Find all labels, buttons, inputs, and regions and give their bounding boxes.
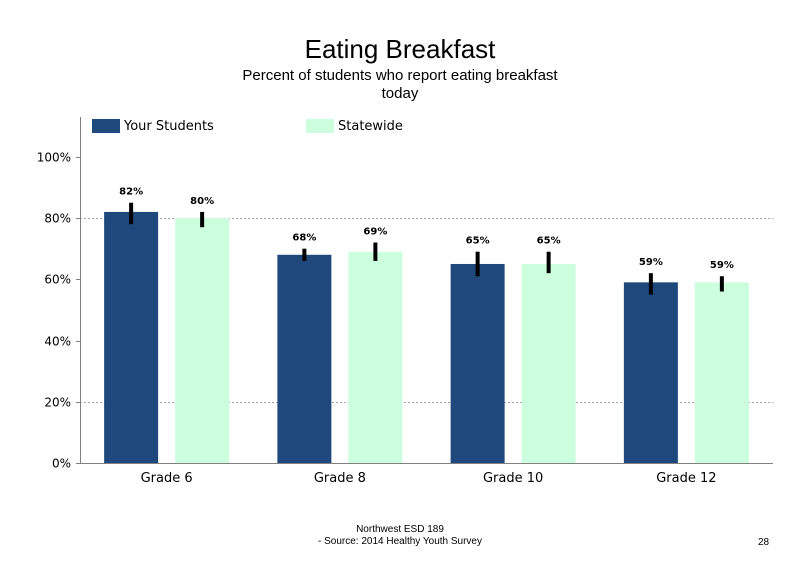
- x-tick-label: Grade 12: [656, 471, 716, 486]
- y-tick-label: 80%: [44, 212, 71, 226]
- x-tick-label: Grade 6: [141, 471, 193, 486]
- x-tick-label: Grade 8: [314, 471, 366, 486]
- chart-title: Eating Breakfast: [304, 34, 496, 64]
- data-label-statewide: 65%: [537, 236, 561, 247]
- chart-subtitle: Percent of students who report eating br…: [0, 67, 800, 103]
- data-label-statewide: 59%: [710, 260, 734, 271]
- chart-subtitle-line-2: today: [381, 85, 419, 102]
- data-label-your-students: 65%: [466, 236, 490, 247]
- bar-statewide: [175, 218, 230, 463]
- x-tick-label: Grade 10: [483, 471, 543, 486]
- bar-your-students: [450, 263, 505, 463]
- bar-statewide: [521, 263, 576, 463]
- y-tick-label: 20%: [44, 396, 71, 410]
- data-label-statewide: 80%: [190, 196, 214, 207]
- bar-statewide: [348, 251, 403, 463]
- footer-line-1: Northwest ESD 189: [356, 524, 444, 535]
- data-label-your-students: 68%: [292, 233, 316, 244]
- bar-your-students: [104, 211, 159, 463]
- legend-item-your-students: Your Students: [92, 118, 214, 134]
- legend-swatch-your-students: [92, 119, 120, 133]
- page-number: 28: [758, 537, 770, 548]
- legend-label-statewide: Statewide: [338, 118, 403, 134]
- y-tick-label: 100%: [37, 151, 71, 165]
- footer-line-2: - Source: 2014 Healthy Youth Survey: [318, 536, 482, 547]
- data-label-statewide: 69%: [363, 227, 387, 238]
- y-tick-label: 0%: [52, 457, 71, 471]
- chart-subtitle-line-1: Percent of students who report eating br…: [242, 67, 558, 84]
- bar-your-students: [277, 254, 332, 463]
- legend-item-statewide: Statewide: [306, 118, 403, 134]
- bar-your-students: [623, 282, 678, 463]
- data-label-your-students: 59%: [639, 257, 663, 268]
- y-tick-label: 60%: [44, 273, 71, 287]
- legend-label-your-students: Your Students: [124, 118, 214, 134]
- footer: Northwest ESD 189 - Source: 2014 Healthy…: [0, 524, 800, 548]
- data-label-your-students: 82%: [119, 187, 143, 198]
- bar-statewide: [694, 282, 749, 463]
- legend-swatch-statewide: [306, 119, 334, 133]
- y-tick-label: 40%: [44, 335, 71, 349]
